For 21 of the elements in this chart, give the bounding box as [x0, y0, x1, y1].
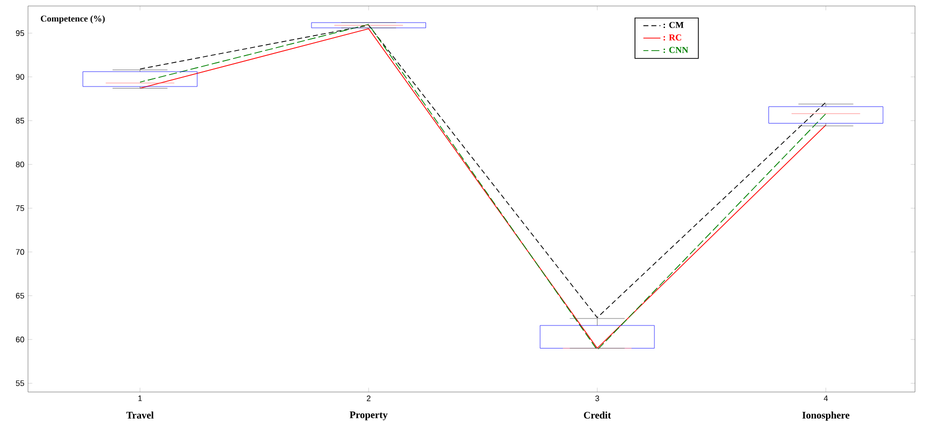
text: Property: [350, 412, 388, 420]
legend-label: : CNN: [664, 46, 688, 53]
x-tick-label: 3: [595, 396, 600, 402]
y-tick-label: 90: [16, 74, 24, 80]
legend-label: : CM: [664, 22, 684, 28]
text: Ionosphere: [802, 412, 850, 421]
text: Credit: [584, 412, 611, 419]
x-tick-label: 1: [138, 396, 142, 402]
y-tick-label: 85: [16, 118, 24, 124]
y-tick-label: 70: [16, 249, 24, 255]
legend-label: : RC: [664, 34, 682, 41]
y-tick-label: 75: [16, 205, 24, 211]
y-tick-label: 65: [16, 292, 24, 299]
y-tick-label: 95: [16, 30, 24, 36]
y-tick-label: 60: [16, 336, 24, 342]
y-tick-label: 55: [16, 380, 24, 386]
text: Travel: [126, 412, 154, 419]
y-axis-title: Competence (%): [40, 15, 105, 24]
x-tick-label: 4: [824, 396, 828, 402]
x-tick-label: 2: [366, 396, 370, 402]
y-tick-label: 80: [16, 162, 24, 168]
